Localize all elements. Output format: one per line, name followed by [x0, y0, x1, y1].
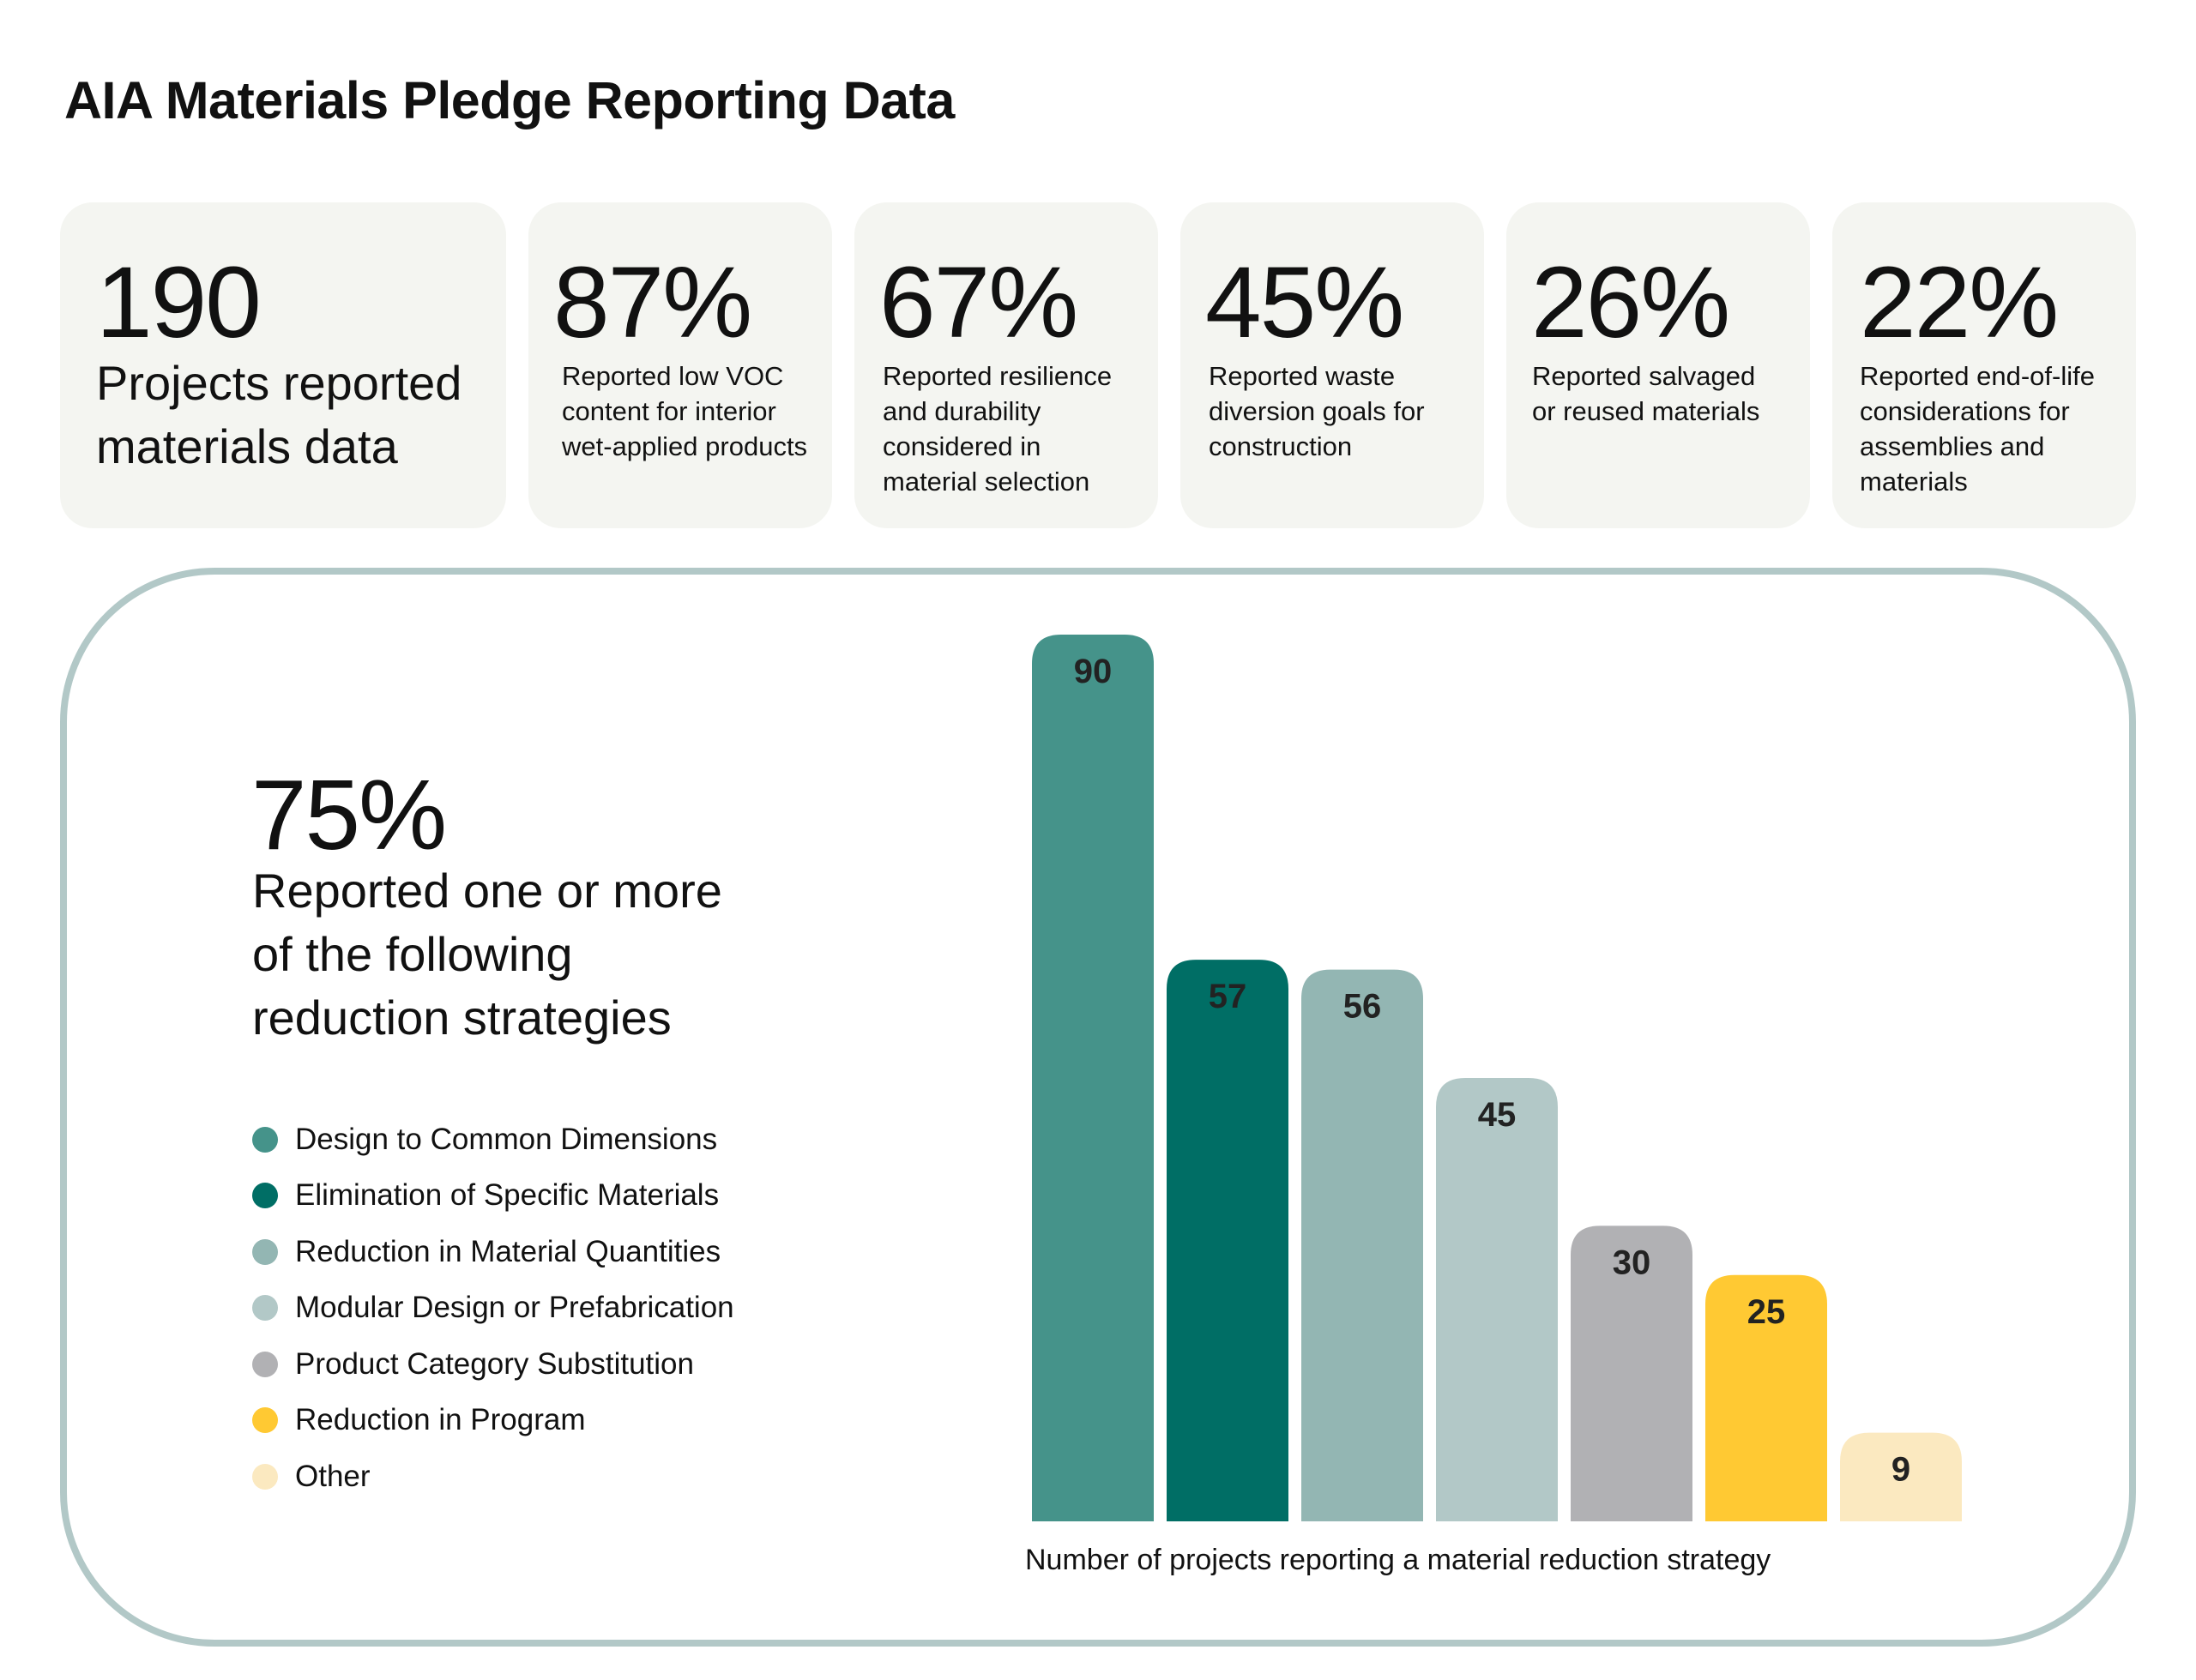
bar-value-label: 25 [1747, 1293, 1786, 1331]
stat-label: Reported low VOC content for interior we… [562, 361, 808, 461]
stat-value: 87% [553, 246, 752, 359]
page-title: AIA Materials Pledge Reporting Data [64, 71, 955, 129]
bar-5 [1571, 1225, 1692, 1521]
bar-2 [1167, 960, 1288, 1521]
bar-1 [1032, 635, 1154, 1521]
legend-dot-icon [252, 1407, 278, 1434]
stat-card-salvaged: 26% Reported salvaged or reused material… [1506, 202, 1810, 528]
legend-label: Design to Common Dimensions [295, 1122, 718, 1156]
legend-label: Other [295, 1459, 371, 1493]
summary-label: Reported one or more of the following re… [252, 864, 722, 1045]
bar-7 [1840, 1432, 1962, 1521]
legend-item: Reduction in Material Quantities [252, 1224, 734, 1280]
bar-3 [1301, 969, 1423, 1521]
stat-label: Projects reported materials data [96, 356, 462, 473]
stat-card-projects: 190 Projects reported materials data [60, 202, 506, 528]
bar-value-label: 30 [1613, 1243, 1651, 1281]
summary-value: 75% [251, 759, 447, 870]
legend-dot-icon [252, 1238, 278, 1265]
stat-card-resilience: 67% Reported resilience and durability c… [854, 202, 1158, 528]
chart-legend: Design to Common Dimensions Elimination … [252, 1111, 734, 1505]
legend-dot-icon [252, 1463, 278, 1490]
legend-item: Product Category Substitution [252, 1336, 734, 1393]
legend-dot-icon [252, 1295, 278, 1322]
legend-label: Modular Design or Prefabrication [295, 1291, 734, 1325]
stat-label: Reported end-of-life considerations for … [1860, 361, 2095, 497]
legend-label: Product Category Substitution [295, 1346, 694, 1381]
stat-label: Reported waste diversion goals for const… [1209, 361, 1425, 461]
legend-item: Other [252, 1448, 734, 1505]
legend-dot-icon [252, 1183, 278, 1209]
bar-value-label: 57 [1209, 978, 1247, 1015]
legend-item: Elimination of Specific Materials [252, 1168, 734, 1225]
bar-value-label: 45 [1478, 1096, 1517, 1134]
chart-panel [60, 568, 2136, 1647]
legend-dot-icon [252, 1351, 278, 1377]
legend-item: Modular Design or Prefabrication [252, 1280, 734, 1337]
stat-value: 190 [96, 246, 262, 359]
stat-label: Reported resilience and durability consi… [883, 361, 1113, 497]
legend-label: Reduction in Material Quantities [295, 1234, 721, 1268]
legend-dot-icon [252, 1126, 278, 1153]
stat-value: 22% [1860, 246, 2059, 359]
bar-4 [1436, 1078, 1558, 1521]
stat-card-end-of-life: 22% Reported end-of-life considerations … [1832, 202, 2136, 528]
bar-value-label: 9 [1891, 1451, 1910, 1489]
legend-label: Reduction in Program [295, 1403, 586, 1437]
stat-card-voc: 87% Reported low VOC content for interio… [528, 202, 832, 528]
bar-6 [1705, 1274, 1827, 1521]
stat-value: 45% [1205, 246, 1404, 359]
bar-value-label: 90 [1074, 653, 1113, 690]
bar-value-label: 56 [1343, 988, 1382, 1026]
legend-label: Elimination of Specific Materials [295, 1178, 720, 1213]
stat-label: Reported salvaged or reused materials [1532, 361, 1760, 426]
stat-value: 26% [1531, 246, 1730, 359]
stat-value: 67% [879, 246, 1078, 359]
stat-card-waste: 45% Reported waste diversion goals for c… [1180, 202, 1484, 528]
legend-item: Reduction in Program [252, 1393, 734, 1449]
legend-item: Design to Common Dimensions [252, 1111, 734, 1168]
x-axis-label: Number of projects reporting a material … [1025, 1544, 1771, 1576]
